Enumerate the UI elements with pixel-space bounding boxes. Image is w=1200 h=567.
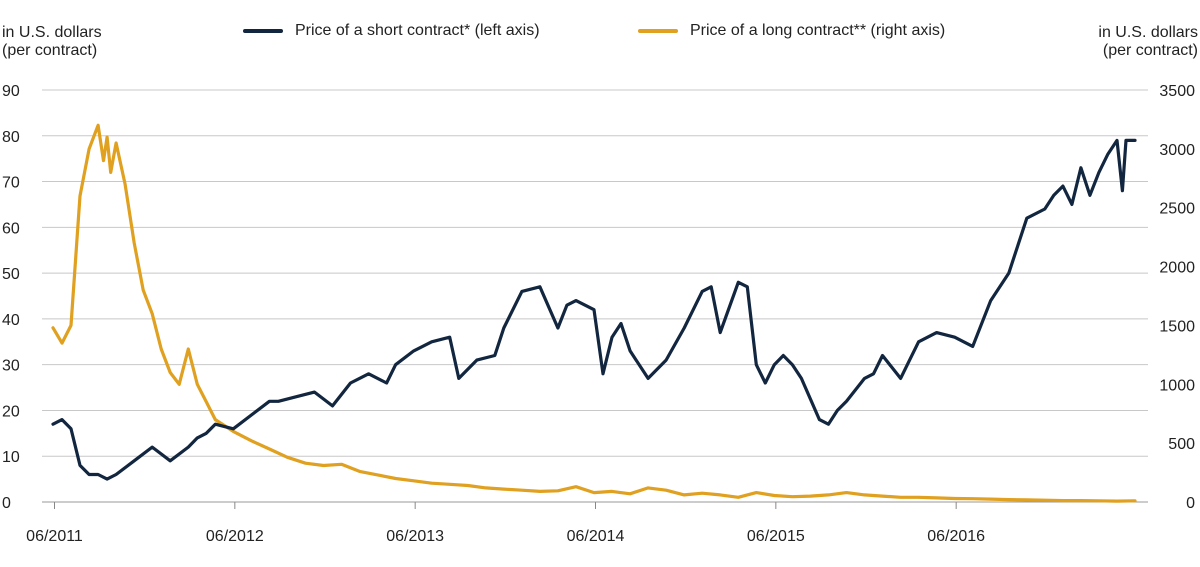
- left-tick-label: 0: [2, 495, 11, 512]
- legend-item-short-contract: Price of a short contract* (left axis): [243, 22, 540, 40]
- x-tick-label: 06/2011: [26, 528, 83, 545]
- right-tick-label: 1000: [1159, 377, 1195, 394]
- right-tick-label: 3500: [1159, 83, 1195, 100]
- x-tick-label: 06/2013: [386, 528, 444, 545]
- right-tick-label: 2000: [1159, 260, 1195, 277]
- right-axis-ticks: 3500 3000 2500 2000 1500 1000 500 0: [1159, 83, 1195, 512]
- left-tick-label: 40: [2, 312, 20, 329]
- x-tick-label: 06/2012: [206, 528, 264, 545]
- series-line-short-contract: [51, 138, 1137, 481]
- x-tick-label: 06/2014: [567, 528, 625, 545]
- series-line-long-contract: [51, 123, 1137, 503]
- left-tick-label: 70: [2, 175, 20, 192]
- x-axis-ticks: 06/2011 06/2012 06/2013 06/2014 06/2015 06/20…: [26, 502, 985, 545]
- left-axis-ticks: 90 80 70 60 50 40 30 20 10 0: [2, 83, 20, 512]
- left-tick-label: 90: [2, 83, 20, 100]
- legend-swatch-short: [243, 29, 283, 33]
- gridlines: [42, 89, 1148, 503]
- left-tick-label: 20: [2, 403, 20, 420]
- right-tick-label: 3000: [1159, 142, 1195, 159]
- legend-label-long: Price of a long contract** (right axis): [690, 22, 946, 39]
- left-tick-label: 60: [2, 220, 20, 237]
- right-axis-unit: in U.S. dollars (per contract): [1098, 24, 1198, 60]
- right-axis-unit-line1: in U.S. dollars: [1098, 24, 1198, 41]
- legend-label-short: Price of a short contract* (left axis): [295, 22, 540, 39]
- right-tick-label: 1500: [1159, 318, 1195, 335]
- legend-swatch-long: [638, 29, 678, 33]
- right-tick-label: 500: [1168, 436, 1195, 453]
- left-tick-label: 10: [2, 449, 20, 466]
- left-axis-unit: in U.S. dollars (per contract): [2, 24, 102, 60]
- legend-item-long-contract: Price of a long contract** (right axis): [638, 22, 945, 40]
- series-layer: [51, 123, 1137, 503]
- right-tick-label: 0: [1186, 495, 1195, 512]
- left-axis-unit-line2: (per contract): [2, 42, 98, 59]
- right-tick-label: 2500: [1159, 201, 1195, 218]
- left-tick-label: 30: [2, 358, 20, 375]
- right-axis-unit-line2: (per contract): [1102, 42, 1198, 59]
- left-tick-label: 80: [2, 129, 20, 146]
- x-tick-label: 06/2016: [927, 528, 985, 545]
- left-axis-unit-line1: in U.S. dollars: [2, 24, 102, 41]
- left-tick-label: 50: [2, 266, 20, 283]
- x-tick-label: 06/2015: [747, 528, 805, 545]
